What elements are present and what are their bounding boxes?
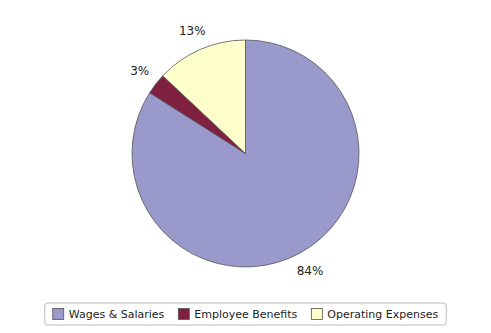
legend-label: Wages & Salaries: [69, 308, 165, 321]
chart: 84% 3% 13% Wages & Salaries Employee Benefit…: [0, 0, 491, 333]
legend-swatch: [311, 309, 322, 320]
pie-slice: [132, 40, 359, 267]
data-label: 3%: [130, 64, 149, 78]
legend-box: [45, 303, 446, 325]
pie-slice: [163, 40, 246, 154]
legend-label: Operating Expenses: [327, 308, 438, 321]
legend-label: Employee Benefits: [194, 308, 297, 321]
legend-swatch: [178, 309, 189, 320]
legend-swatch: [53, 309, 64, 320]
slices: [132, 40, 359, 267]
data-label: 84%: [297, 264, 324, 278]
legend: Wages & Salaries Employee Benefits Operati…: [45, 303, 446, 325]
data-label: 13%: [179, 24, 206, 38]
data-labels: 84% 3% 13%: [130, 24, 323, 278]
